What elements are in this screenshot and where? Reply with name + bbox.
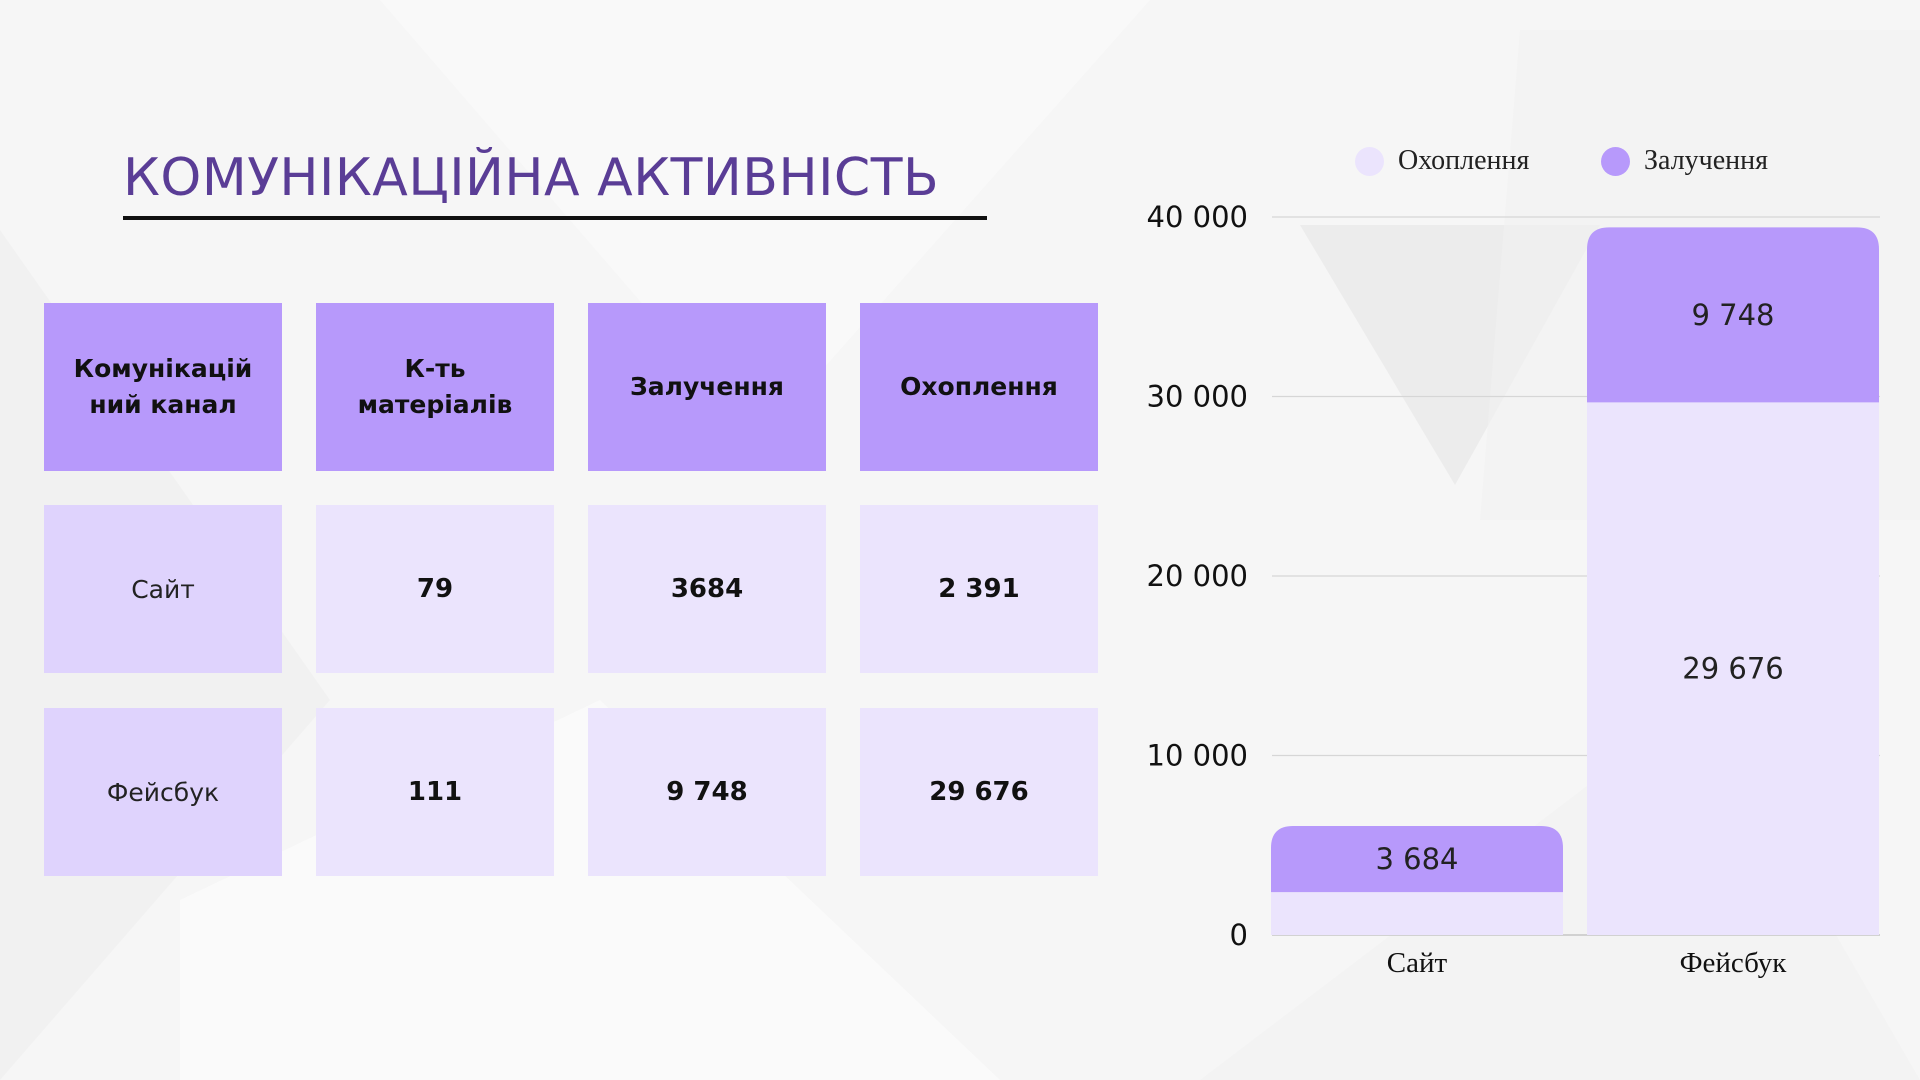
table-cell-text: 2 391 <box>938 574 1020 604</box>
table-cell-text: Фейсбук <box>106 777 220 807</box>
table-header-label: Комунікацій ний канал <box>73 354 253 419</box>
table-header-label: Охоплення <box>900 372 1058 401</box>
x-tick-label: Фейсбук <box>1680 947 1788 979</box>
table-cell-text: Сайт <box>131 574 195 604</box>
table-cell-reach: 29 676 <box>860 708 1098 876</box>
legend-label-reach: Охоплення <box>1398 145 1530 176</box>
y-tick-label: 20 000 <box>1147 559 1248 593</box>
table-header-label: Залучення <box>630 372 784 401</box>
legend-swatch-engagement <box>1601 146 1630 176</box>
bar-value-label: 29 676 <box>1682 652 1783 686</box>
bar-segment <box>1587 402 1879 935</box>
page-title-block: КОМУНІКАЦІЙНА АКТИВНІСТЬ <box>123 140 987 220</box>
page-title: КОМУНІКАЦІЙНА АКТИВНІСТЬ <box>123 148 940 208</box>
table-cell-text: 3684 <box>670 574 744 604</box>
table-header-reach: Охоплення <box>860 303 1098 471</box>
table-cell-materials: 111 <box>316 708 554 876</box>
table-header-label: К-ть матеріалів <box>357 354 513 419</box>
table-cell-channel: Фейсбук <box>44 708 282 876</box>
table-header-materials: К-ть матеріалів <box>316 303 554 471</box>
bar-segment <box>1587 227 1879 403</box>
x-tick-label: Сайт <box>1387 947 1448 979</box>
legend-swatch-reach <box>1355 146 1384 176</box>
bar-value-label: 3 684 <box>1375 842 1458 876</box>
table-cell-engagement: 3684 <box>588 505 826 673</box>
bar-segment <box>1271 892 1563 935</box>
table-header-channel: Комунікацій ний канал <box>44 303 282 471</box>
table-cell-text: 29 676 <box>929 777 1029 807</box>
y-tick-label: 40 000 <box>1147 200 1248 234</box>
legend-item-reach: Охоплення <box>1355 143 1529 179</box>
table-cell-text: 111 <box>407 777 463 807</box>
legend-label-engagement: Залучення <box>1644 145 1769 176</box>
table-cell-reach: 2 391 <box>860 505 1098 673</box>
bar-segment <box>1271 825 1563 893</box>
y-tick-label: 10 000 <box>1147 739 1248 773</box>
y-tick-label: 0 <box>1230 918 1248 952</box>
table-cell-text: 79 <box>416 574 454 604</box>
y-tick-label: 30 000 <box>1147 380 1248 414</box>
table-cell-text: 9 748 <box>666 777 748 807</box>
table-cell-channel: Сайт <box>44 505 282 673</box>
table-header-engagement: Залучення <box>588 303 826 471</box>
title-underline <box>123 216 987 220</box>
bar-value-label: 9 748 <box>1691 298 1774 332</box>
legend-item-engagement: Залучення <box>1601 143 1768 179</box>
table-cell-materials: 79 <box>316 505 554 673</box>
table-cell-engagement: 9 748 <box>588 708 826 876</box>
